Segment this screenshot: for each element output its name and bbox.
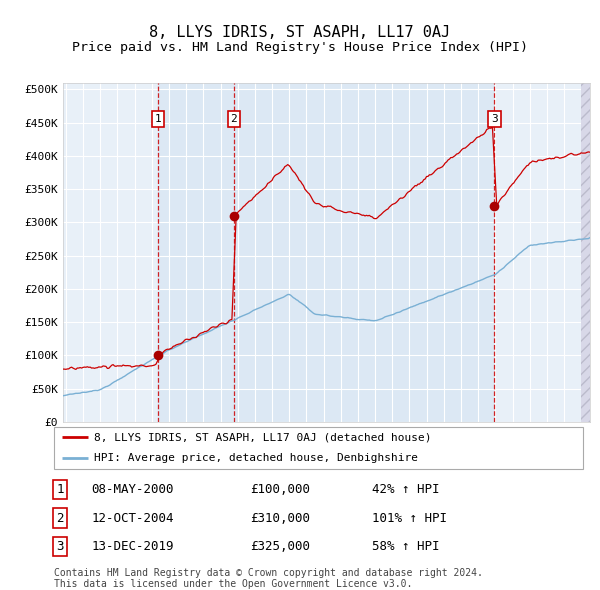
- Text: 8, LLYS IDRIS, ST ASAPH, LL17 0AJ (detached house): 8, LLYS IDRIS, ST ASAPH, LL17 0AJ (detac…: [94, 432, 431, 442]
- Bar: [234, 83, 494, 422]
- Text: HPI: Average price, detached house, Denbighshire: HPI: Average price, detached house, Denb…: [94, 454, 418, 463]
- Text: 13-DEC-2019: 13-DEC-2019: [91, 540, 173, 553]
- Text: 3: 3: [491, 114, 498, 124]
- Text: 8, LLYS IDRIS, ST ASAPH, LL17 0AJ: 8, LLYS IDRIS, ST ASAPH, LL17 0AJ: [149, 25, 451, 40]
- Text: £310,000: £310,000: [250, 512, 310, 525]
- Text: £100,000: £100,000: [250, 483, 310, 496]
- Text: 1: 1: [56, 483, 64, 496]
- FancyBboxPatch shape: [54, 427, 583, 469]
- Text: 2: 2: [230, 114, 237, 124]
- Text: 08-MAY-2000: 08-MAY-2000: [91, 483, 173, 496]
- Text: 2: 2: [56, 512, 64, 525]
- Bar: [158, 83, 234, 422]
- Text: 101% ↑ HPI: 101% ↑ HPI: [371, 512, 446, 525]
- Text: £325,000: £325,000: [250, 540, 310, 553]
- Text: 42% ↑ HPI: 42% ↑ HPI: [371, 483, 439, 496]
- Bar: [581, 76, 592, 422]
- Text: Contains HM Land Registry data © Crown copyright and database right 2024.
This d: Contains HM Land Registry data © Crown c…: [54, 568, 483, 589]
- Text: 58% ↑ HPI: 58% ↑ HPI: [371, 540, 439, 553]
- Text: 12-OCT-2004: 12-OCT-2004: [91, 512, 173, 525]
- Text: Price paid vs. HM Land Registry's House Price Index (HPI): Price paid vs. HM Land Registry's House …: [72, 41, 528, 54]
- Text: 1: 1: [155, 114, 161, 124]
- Text: 3: 3: [56, 540, 64, 553]
